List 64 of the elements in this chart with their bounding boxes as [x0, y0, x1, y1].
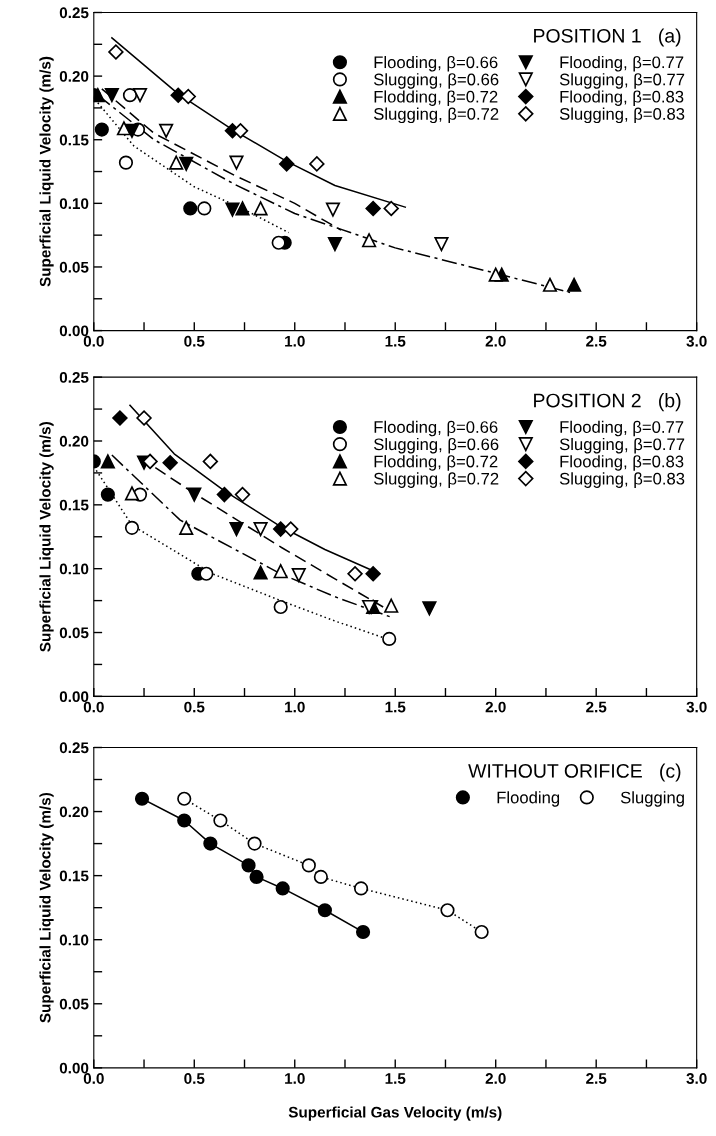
y-tick-label: 0.10 — [59, 198, 89, 210]
x-tick-label: 1.5 — [385, 701, 406, 713]
x-tick-label: 0.5 — [184, 701, 205, 713]
y-tick-label: 0.15 — [59, 134, 89, 146]
x-tick-label: 1.5 — [385, 1073, 406, 1084]
legend-label: Slugging, β=0.77 — [559, 73, 685, 89]
text: POSITION 2 (b) — [534, 393, 681, 412]
y-tick-label: 0.15 — [59, 870, 89, 882]
x-tick-label: 1.5 — [385, 336, 406, 347]
x-tick-label: 1.0 — [285, 701, 305, 713]
x-tick-label: 3.0 — [686, 701, 707, 713]
y-tick-label: 0.20 — [59, 70, 89, 82]
x-tick-label: 2.5 — [586, 701, 607, 713]
y-axis-title: Superficial Liquid Velocity (m/s) — [39, 422, 54, 652]
legend-label: Slugging, β=0.83 — [559, 107, 685, 124]
y-tick-label: 0.00 — [59, 325, 89, 337]
y-tick-label: 0.10 — [59, 934, 89, 946]
legend-label: Slugging, β=0.83 — [559, 472, 685, 488]
y-tick-label: 0.20 — [59, 806, 89, 818]
legend-label: Flooding, β=0.83 — [560, 455, 684, 471]
x-tick-label: 0.0 — [83, 1073, 104, 1084]
legend-label: Flooding, β=0.77 — [560, 55, 684, 72]
legend-label: Slugging, β=0.66 — [374, 73, 499, 89]
legend-label: Flooding, β=0.66 — [374, 55, 498, 72]
y-tick-label: 0.10 — [59, 563, 89, 575]
legend-label: Flooding — [497, 791, 560, 807]
y-tick-label: 0.25 — [59, 742, 89, 754]
x-tick-label: 2.0 — [485, 335, 506, 347]
x-tick-label: 3.0 — [686, 335, 707, 347]
x-tick-label: 0.5 — [184, 1073, 205, 1084]
x-tick-label: 1.0 — [285, 335, 305, 347]
y-tick-label: 0.00 — [59, 691, 89, 703]
legend-label: Flooding, β=0.66 — [374, 420, 498, 437]
text: WITHOUT ORIFICE (c) — [468, 763, 681, 782]
y-tick-label: 0.05 — [59, 998, 89, 1010]
legend-label: Flooding, β=0.77 — [560, 420, 684, 437]
x-tick-label: 2.5 — [586, 1073, 607, 1084]
legend-label: Slugging — [620, 791, 684, 807]
text: POSITION 1 (a) — [534, 28, 681, 47]
y-tick-label: 0.05 — [59, 261, 89, 273]
y-tick-label: 0.05 — [59, 627, 89, 639]
x-tick-label: 1.0 — [285, 1073, 305, 1084]
x-tick-label: 2.0 — [485, 1073, 506, 1084]
y-axis-title: Superficial Liquid Velocity (m/s) — [39, 792, 54, 1023]
y-axis-title: Superficial Liquid Velocity (m/s) — [39, 56, 54, 287]
x-tick-label: 0.0 — [83, 335, 104, 347]
y-tick-label: 0.25 — [59, 7, 89, 19]
y-tick-label: 0.00 — [59, 1062, 89, 1074]
legend-label: Flodding, β=0.72 — [374, 90, 498, 106]
legend-label: Flodding, β=0.72 — [374, 455, 498, 471]
legend-label: Flooding, β=0.83 — [560, 90, 684, 106]
legend-label: Slugging, β=0.72 — [374, 472, 499, 488]
y-tick-label: 0.25 — [59, 372, 89, 383]
legend-label: Slugging, β=0.72 — [374, 107, 499, 124]
y-tick-label: 0.15 — [59, 499, 89, 511]
x-tick-label: 3.0 — [686, 1073, 707, 1084]
x-tick-label: 0.0 — [83, 701, 104, 713]
x-tick-label: 2.0 — [485, 701, 506, 713]
legend-label: Slugging, β=0.77 — [559, 437, 685, 454]
x-tick-label: 0.5 — [184, 335, 205, 347]
x-axis-title: Superficial Gas Velocity (m/s) — [288, 1106, 502, 1121]
x-tick-label: 2.5 — [586, 335, 607, 347]
legend-label: Slugging, β=0.66 — [374, 437, 499, 454]
y-tick-label: 0.20 — [59, 435, 89, 447]
